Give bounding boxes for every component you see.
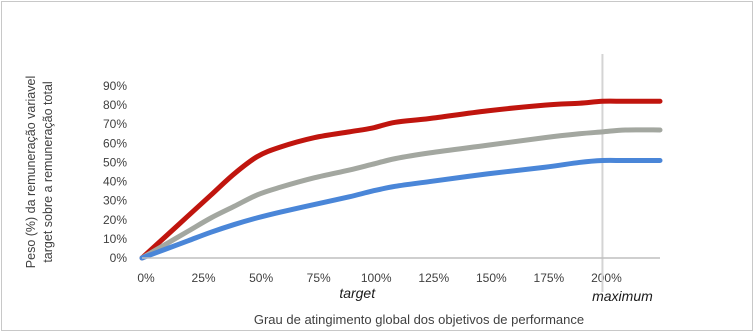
series-line-2 [139, 127, 663, 261]
y-tick-label: 60% [103, 136, 127, 150]
y-axis-title: Peso (%) da remuneração variavel target s… [24, 76, 55, 268]
y-tick-label: 50% [103, 155, 127, 169]
annotations: target maximum [339, 285, 653, 304]
y-axis-title-line: target sobre a remuneração total [41, 81, 55, 262]
x-tick-label: 200% [591, 271, 622, 285]
y-axis-title-line: Peso (%) da remuneração variavel [24, 76, 38, 268]
target-annotation: target [339, 285, 376, 301]
x-tick-label: 150% [476, 271, 507, 285]
x-tick-label: 75% [307, 271, 331, 285]
y-tick-label: 90% [103, 79, 127, 93]
y-tick-label: 20% [103, 213, 127, 227]
y-tick-label: 40% [103, 175, 127, 189]
series-line-3 [139, 157, 663, 261]
x-tick-label: 100% [361, 271, 392, 285]
x-tick-label: 0% [137, 271, 155, 285]
y-tick-label: 80% [103, 98, 127, 112]
y-tick-label: 0% [110, 251, 128, 265]
series-line-1 [139, 98, 663, 261]
maximum-annotation: maximum [592, 288, 653, 304]
y-axis-ticks: 0% 10% 20% 30% 40% 50% 60% 70% 80% 90% [103, 79, 127, 265]
x-tick-label: 25% [192, 271, 216, 285]
series-lines [139, 98, 663, 261]
x-tick-label: 50% [249, 271, 273, 285]
y-tick-label: 70% [103, 117, 127, 131]
x-tick-label: 125% [418, 271, 449, 285]
x-tick-label: 175% [534, 271, 565, 285]
y-tick-label: 30% [103, 194, 127, 208]
x-axis-ticks: 0% 25% 50% 75% 100% 125% 150% 175% 200% [137, 271, 622, 285]
x-axis-title: Grau de atingimento global dos objetivos… [254, 312, 584, 327]
y-tick-label: 10% [103, 232, 127, 246]
